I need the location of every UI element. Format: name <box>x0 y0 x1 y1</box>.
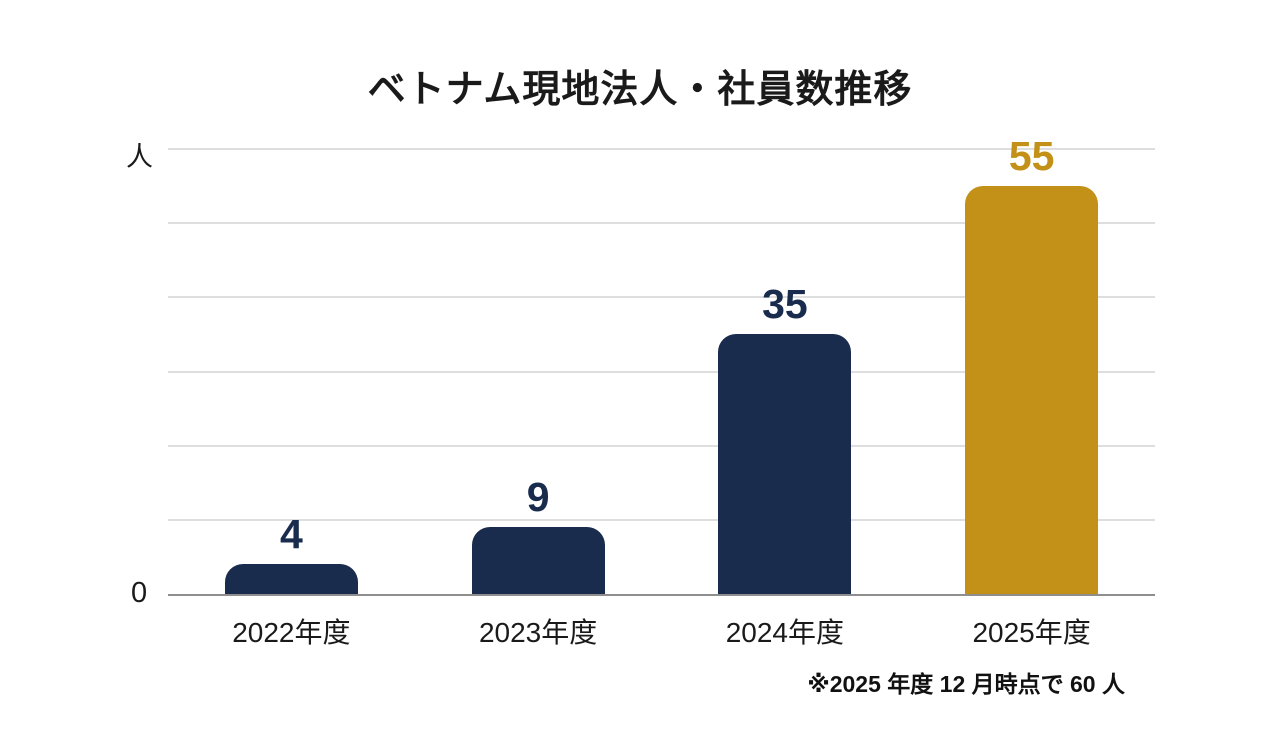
gridline <box>168 296 1155 299</box>
gridline <box>168 518 1155 521</box>
x-tick-label: 2022年度 <box>232 617 351 648</box>
bar-2023年度 <box>471 527 605 594</box>
gridline <box>168 222 1155 225</box>
bar-value-label: 55 <box>1008 133 1055 180</box>
gridline <box>168 148 1155 150</box>
x-tick-label: 2025年度 <box>972 617 1091 648</box>
bar-value-label: 35 <box>762 281 808 328</box>
bar-2022年度 <box>224 564 358 594</box>
plot-area: 4 9 35 55 <box>168 136 1155 596</box>
x-tick-label: 2024年度 <box>725 617 845 648</box>
y-axis-unit-label: 人 <box>126 142 153 172</box>
bar-2025年度 <box>965 186 1099 594</box>
bar-value-label: 4 <box>279 511 303 558</box>
x-tick-label: 2023年度 <box>478 617 598 648</box>
chart-footnote: ※2025 年度 12 月時点で 60 人 <box>807 671 1125 697</box>
y-axis-zero-tick-label: 0 <box>131 577 148 609</box>
gridline <box>168 370 1155 373</box>
chart-title: ベトナム現地法人・社員数推移 <box>367 69 913 111</box>
gridline <box>168 444 1155 447</box>
bar-value-label: 9 <box>526 474 550 521</box>
bar-2024年度 <box>718 334 852 594</box>
